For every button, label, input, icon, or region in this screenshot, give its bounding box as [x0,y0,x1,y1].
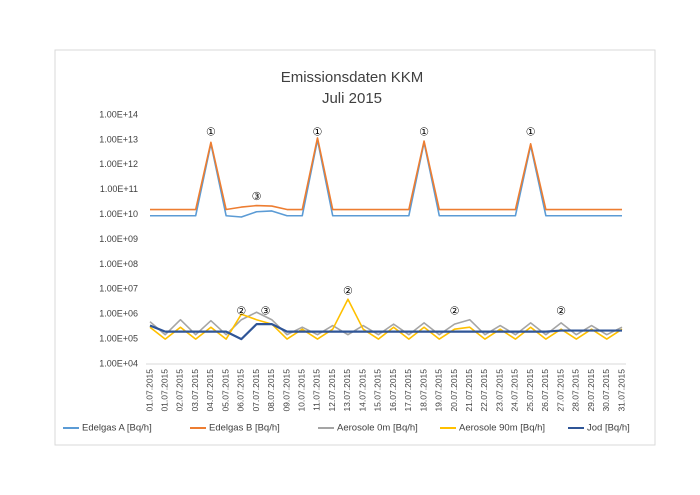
chart-frame [54,49,656,446]
x-tick-label: 17.07.2015 [403,369,413,412]
annotation: ② [236,305,246,317]
annotation: ③ [261,305,271,317]
x-tick-label: 07.07.2015 [251,369,261,412]
y-tick-label: 1.00E+14 [99,109,138,119]
x-tick-label: 30.07.2015 [601,369,611,412]
legend-label: Jod [Bq/h] [587,423,630,434]
annotation: ② [343,286,353,298]
x-tick-label: 14.07.2015 [357,369,367,412]
x-tick-label: 23.07.2015 [494,369,504,412]
x-tick-label: 10.07.2015 [297,369,307,412]
annotation: ① [419,126,429,138]
x-tick-label: 16.07.2015 [388,369,398,412]
y-tick-label: 1.00E+06 [99,309,138,319]
x-tick-label: 05.07.2015 [220,369,230,412]
chart-title: Emissionsdaten KKM [281,69,424,86]
y-tick-label: 1.00E+13 [99,134,138,144]
x-tick-label: 03.07.2015 [190,369,200,412]
x-tick-label: 26.07.2015 [540,369,550,412]
x-tick-label: 28.07.2015 [571,369,581,412]
series-line [149,323,622,341]
x-tick-label: 21.07.2015 [464,369,474,412]
series-line [150,137,622,211]
x-tick-label: 25.07.2015 [525,369,535,412]
x-tick-label: 08.07.2015 [266,369,276,412]
x-tick-label: 29.07.2015 [586,369,596,412]
legend-label: Edelgas A [Bq/h] [82,423,152,434]
x-tick-label: 01.07.2015 [159,369,169,412]
y-tick-label: 1.00E+07 [99,284,138,294]
y-tick-label: 1.00E+11 [100,184,138,194]
x-tick-label: 02.07.2015 [175,369,185,412]
x-tick-label: 09.07.2015 [281,369,291,412]
x-tick-label: 31.07.2015 [616,369,626,412]
annotation: ② [556,305,566,317]
x-tick-label: 18.07.2015 [418,369,428,412]
x-tick-label: 13.07.2015 [342,369,352,412]
y-tick-label: 1.00E+12 [99,159,138,169]
x-tick-label: 01.07.2015 [144,369,154,412]
x-tick-label: 22.07.2015 [479,369,489,412]
legend-label: Aerosole 90m [Bq/h] [459,423,545,434]
x-tick-label: 06.07.2015 [236,369,246,412]
x-tick-label: 20.07.2015 [449,369,459,412]
annotation: ② [450,305,460,317]
x-tick-label: 04.07.2015 [205,369,215,412]
x-tick-label: 24.07.2015 [510,369,520,412]
annotation: ① [206,126,216,138]
y-tick-label: 1.00E+10 [99,209,138,219]
y-tick-label: 1.00E+08 [99,259,138,269]
series-line [150,139,622,218]
legend-label: Aerosole 0m [Bq/h] [337,423,418,434]
y-tick-label: 1.00E+09 [99,234,138,244]
x-tick-label: 19.07.2015 [434,369,444,412]
x-tick-label: 27.07.2015 [555,369,565,412]
legend-label: Edelgas B [Bq/h] [209,423,280,434]
chart-subtitle: Juli 2015 [322,90,382,107]
annotation: ① [313,126,323,138]
x-tick-label: 15.07.2015 [373,369,383,412]
x-tick-label: 11.07.2015 [312,369,322,411]
series-line [149,298,623,340]
x-tick-label: 12.07.2015 [327,369,337,412]
y-tick-label: 1.00E+04 [99,358,138,368]
y-tick-label: 1.00E+05 [99,333,138,343]
annotation: ① [526,126,536,138]
annotation: ③ [252,191,262,203]
